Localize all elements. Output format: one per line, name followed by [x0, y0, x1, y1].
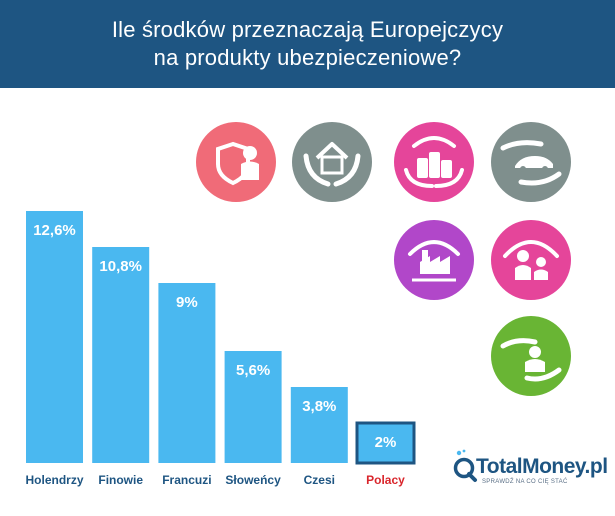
house-hands-icon: [292, 122, 372, 202]
category-label-holendrzy: Holendrzy: [25, 473, 83, 487]
category-label-czesi: Czesi: [304, 473, 335, 487]
value-label-francuzi: 9%: [176, 294, 198, 311]
factory-hands-icon: [394, 220, 474, 300]
value-label-polacy: 2%: [375, 434, 397, 451]
value-label-finowie: 10,8%: [99, 258, 142, 275]
bar-polacy: [355, 421, 416, 465]
bar-czesi: [290, 387, 348, 463]
category-label-francuzi: Francuzi: [162, 473, 211, 487]
category-label-finowie: Finowie: [98, 473, 143, 487]
person-hands-icon: [491, 316, 571, 396]
bar-słoweńcy: [224, 351, 282, 463]
logo-tagline: SPRAWDŹ NA CO CIĘ STAĆ: [482, 479, 568, 485]
family-hands-icon: [491, 220, 571, 300]
title-line-1: Ile środków przeznaczają Europejczycy: [111, 17, 504, 42]
magnifier-logo-icon: [453, 449, 477, 482]
logo-brand: TotalMoney.pl: [476, 455, 608, 478]
icon-bg: [196, 122, 276, 202]
value-label-słoweńcy: 5,6%: [236, 362, 270, 379]
value-label-holendrzy: 12,6%: [33, 222, 76, 239]
totalmoney-logo: TotalMoney.pl SPRAWDŹ NA CO CIĘ STAĆ: [452, 448, 608, 488]
value-label-czesi: 3,8%: [302, 398, 336, 415]
bar-francuzi: [158, 283, 216, 463]
category-label-polacy: Polacy: [366, 473, 405, 487]
car-hands-icon: [491, 122, 571, 202]
bar-holendrzy: [26, 211, 83, 463]
title-line-2: na produkty ubezpieczeniowe?: [153, 45, 462, 70]
header-banner: Ile środków przeznaczają Europejczycy na…: [0, 0, 615, 88]
coins-hands-icon: [394, 122, 474, 202]
category-label-słoweńcy: Słoweńcy: [225, 473, 281, 487]
bar-chart: 12,6% Holendrzy 10,8% Finowie 9% Francuzi 5,6%…: [25, 211, 416, 487]
person-shield-icon: [196, 122, 276, 202]
bar-finowie: [92, 247, 150, 463]
